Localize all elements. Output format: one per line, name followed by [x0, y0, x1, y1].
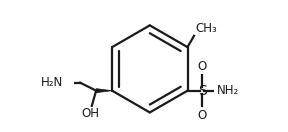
Text: O: O	[197, 60, 207, 72]
Polygon shape	[96, 89, 112, 93]
Text: CH₃: CH₃	[196, 22, 217, 35]
Text: O: O	[197, 109, 207, 122]
Text: S: S	[198, 84, 206, 98]
Text: NH₂: NH₂	[217, 84, 240, 97]
Text: OH: OH	[81, 107, 99, 120]
Text: H₂N: H₂N	[41, 76, 63, 89]
